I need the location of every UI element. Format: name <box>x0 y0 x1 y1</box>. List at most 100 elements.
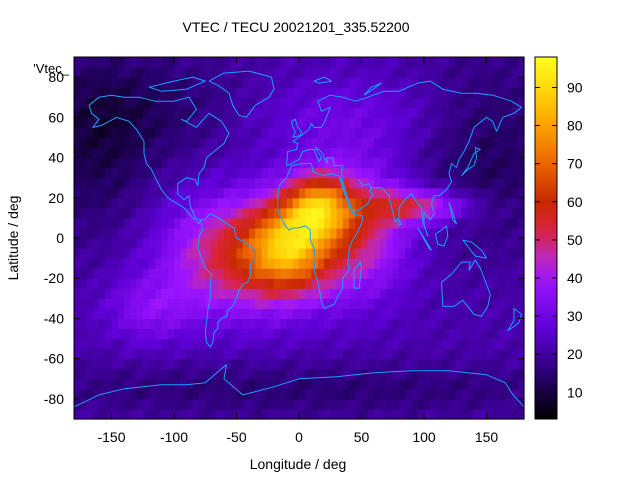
heatmap-cell <box>517 288 525 299</box>
heatmap-cell <box>336 348 344 360</box>
heatmap-cell <box>211 398 219 410</box>
heatmap-cell <box>205 87 213 98</box>
heatmap-cell <box>180 328 188 340</box>
heatmap-cell <box>299 57 306 68</box>
heatmap-cell <box>317 127 325 139</box>
heatmap-cell <box>267 57 275 68</box>
heatmap-cell <box>517 147 525 159</box>
heatmap-cell <box>424 298 431 309</box>
heatmap-cell <box>324 127 331 139</box>
heatmap-cell <box>255 187 263 199</box>
heatmap-cell <box>449 107 456 118</box>
heatmap-cell <box>474 77 481 88</box>
heatmap-cell <box>99 227 106 239</box>
heatmap-cell <box>199 318 206 330</box>
heatmap-cell <box>136 207 144 219</box>
heatmap-cell <box>86 248 94 259</box>
heatmap-cell <box>430 288 438 299</box>
heatmap-cell <box>86 207 94 219</box>
heatmap-cell <box>486 238 494 249</box>
heatmap-cell <box>105 167 113 179</box>
heatmap-cell <box>224 398 231 410</box>
heatmap-cell <box>286 177 294 189</box>
heatmap-cell <box>486 177 494 189</box>
heatmap-cell <box>136 238 144 249</box>
heatmap-cell <box>224 268 231 279</box>
heatmap-cell <box>492 378 500 390</box>
heatmap-cell <box>517 197 525 209</box>
heatmap-cell <box>411 248 419 259</box>
heatmap-cell <box>74 288 81 299</box>
heatmap-cell <box>142 258 150 269</box>
heatmap-cell <box>505 348 513 360</box>
heatmap-cell <box>261 258 269 269</box>
heatmap-cell <box>224 378 231 390</box>
heatmap-cell <box>155 338 163 350</box>
heatmap-cell <box>324 408 331 420</box>
heatmap-cell <box>511 217 519 229</box>
heatmap-cell <box>230 328 238 340</box>
heatmap-cell <box>192 258 200 269</box>
heatmap-cell <box>511 207 519 219</box>
heatmap-cell <box>249 117 256 128</box>
heatmap-cell <box>280 57 288 68</box>
heatmap-cell <box>117 388 125 400</box>
heatmap-cell <box>499 338 506 350</box>
heatmap-cell <box>480 258 488 269</box>
heatmap-cell <box>374 227 381 239</box>
heatmap-cell <box>124 167 131 179</box>
heatmap-cell <box>349 388 356 400</box>
heatmap-cell <box>236 67 244 78</box>
heatmap-cell <box>299 217 306 229</box>
heatmap-cell <box>361 298 369 309</box>
heatmap-cell <box>486 248 494 259</box>
heatmap-cell <box>111 137 119 149</box>
heatmap-cell <box>367 258 375 269</box>
heatmap-cell <box>392 308 400 320</box>
heatmap-cell <box>392 197 400 209</box>
heatmap-cell <box>317 408 325 420</box>
heatmap-cell <box>430 187 438 199</box>
heatmap-cell <box>417 328 425 340</box>
heatmap-cell <box>342 238 350 249</box>
heatmap-cell <box>255 408 263 420</box>
heatmap-cell <box>192 187 200 199</box>
heatmap-cell <box>236 137 244 149</box>
heatmap-cell <box>105 137 113 149</box>
heatmap-cell <box>405 77 413 88</box>
y-tick-label: 20 <box>48 190 64 206</box>
heatmap-cell <box>311 127 319 139</box>
heatmap-cell <box>386 77 394 88</box>
heatmap-cell <box>80 97 88 108</box>
heatmap-cell <box>492 318 500 330</box>
heatmap-cell <box>349 378 356 390</box>
heatmap-cell <box>142 207 150 219</box>
heatmap-cell <box>86 67 94 78</box>
heatmap-cell <box>361 278 369 289</box>
heatmap-cell <box>367 57 375 68</box>
heatmap-cell <box>324 368 331 380</box>
heatmap-cell <box>255 217 263 229</box>
heatmap-cell <box>111 157 119 169</box>
heatmap-cell <box>111 77 119 88</box>
heatmap-cell <box>480 117 488 128</box>
heatmap-cell <box>105 278 113 289</box>
heatmap-cell <box>149 258 156 269</box>
heatmap-cell <box>424 258 431 269</box>
heatmap-cell <box>374 278 381 289</box>
heatmap-cell <box>330 57 338 68</box>
heatmap-cell <box>86 288 94 299</box>
heatmap-cell <box>236 288 244 299</box>
heatmap-cell <box>324 167 331 179</box>
heatmap-cell <box>430 147 438 159</box>
heatmap-cell <box>367 288 375 299</box>
heatmap-cell <box>217 308 225 320</box>
heatmap-cell <box>455 227 463 239</box>
heatmap-cell <box>517 258 525 269</box>
heatmap-cell <box>99 187 106 199</box>
heatmap-cell <box>130 358 138 370</box>
heatmap-cell <box>124 378 131 390</box>
heatmap-cell <box>224 388 231 400</box>
heatmap-cell <box>317 97 325 108</box>
heatmap-cell <box>461 358 469 370</box>
